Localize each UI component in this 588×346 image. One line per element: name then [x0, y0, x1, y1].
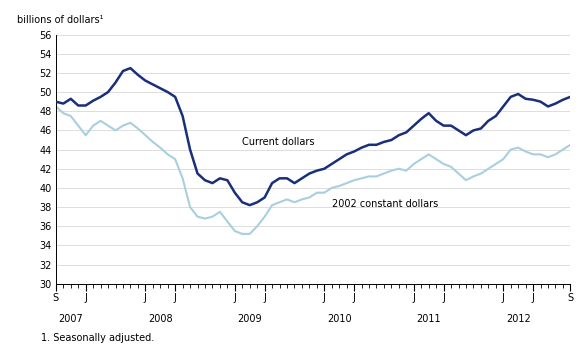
- Text: 2007: 2007: [58, 314, 83, 324]
- Text: 2008: 2008: [148, 314, 172, 324]
- Text: 1. Seasonally adjusted.: 1. Seasonally adjusted.: [41, 333, 155, 343]
- Text: 2009: 2009: [238, 314, 262, 324]
- Text: billions of dollars¹: billions of dollars¹: [17, 15, 103, 25]
- Text: Current dollars: Current dollars: [242, 137, 315, 147]
- Text: 2011: 2011: [416, 314, 441, 324]
- Text: 2010: 2010: [327, 314, 352, 324]
- Text: 2012: 2012: [506, 314, 530, 324]
- Text: 2002 constant dollars: 2002 constant dollars: [332, 199, 438, 209]
